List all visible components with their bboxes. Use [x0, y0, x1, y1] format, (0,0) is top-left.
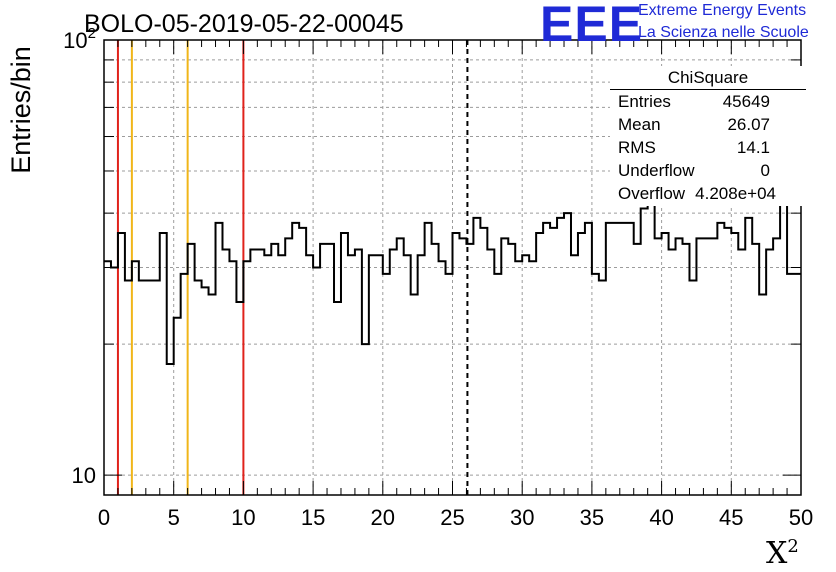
stats-row-overflow: Overflow 4.208e+04 — [618, 184, 806, 206]
chart-title: BOLO-05-2019-05-22-00045 — [84, 10, 404, 38]
org-name-line1: Extreme Energy Events — [638, 2, 807, 19]
stats-title: ChiSquare — [667, 68, 749, 87]
stats-value: 4.208e+04 — [695, 184, 776, 203]
stats-key: Entries — [618, 92, 671, 111]
x-tick-label: 35 — [580, 505, 604, 530]
stats-row-underflow: Underflow 0 — [618, 161, 806, 183]
x-axis-label: X2 — [766, 536, 799, 571]
stats-value: 14.1 — [736, 138, 770, 157]
stats-value: 45649 — [722, 92, 770, 111]
stats-row-rms: RMS 14.1 — [618, 138, 806, 160]
x-tick-label: 5 — [168, 505, 180, 530]
org-name-line2: La Scienza nelle Scuole — [638, 24, 809, 41]
x-tick-label: 0 — [98, 505, 110, 530]
y-axis-label: Entries/bin — [6, 46, 36, 174]
stats-row-entries: Entries 45649 — [618, 92, 806, 114]
stats-key: Mean — [618, 115, 661, 134]
histogram-series — [104, 202, 801, 366]
x-tick-label: 40 — [649, 505, 673, 530]
stats-key: Overflow — [618, 184, 686, 203]
stats-box: ChiSquare Entries 45649 Mean 26.07 RMS 1… — [610, 66, 806, 206]
stats-key: RMS — [618, 138, 656, 157]
stats-row-mean: Mean 26.07 — [618, 115, 806, 137]
stats-key: Underflow — [618, 161, 695, 180]
x-axis-label-sup: 2 — [787, 536, 799, 557]
stats-separator — [610, 89, 806, 90]
x-tick-label: 45 — [719, 505, 743, 530]
x-tick-label: 50 — [789, 505, 813, 530]
stats-value: 0 — [760, 161, 770, 180]
x-tick-label: 15 — [301, 505, 325, 530]
x-axis-label-base: X — [766, 536, 788, 571]
x-tick-label: 30 — [510, 505, 534, 530]
y-tick-label: 102 — [63, 25, 96, 53]
x-tick-label: 10 — [231, 505, 255, 530]
y-tick-label: 10 — [72, 463, 96, 488]
x-tick-label: 25 — [440, 505, 464, 530]
eee-logo: EEE — [540, 0, 644, 52]
x-tick-label: 20 — [371, 505, 395, 530]
stats-value: 26.07 — [727, 115, 770, 134]
